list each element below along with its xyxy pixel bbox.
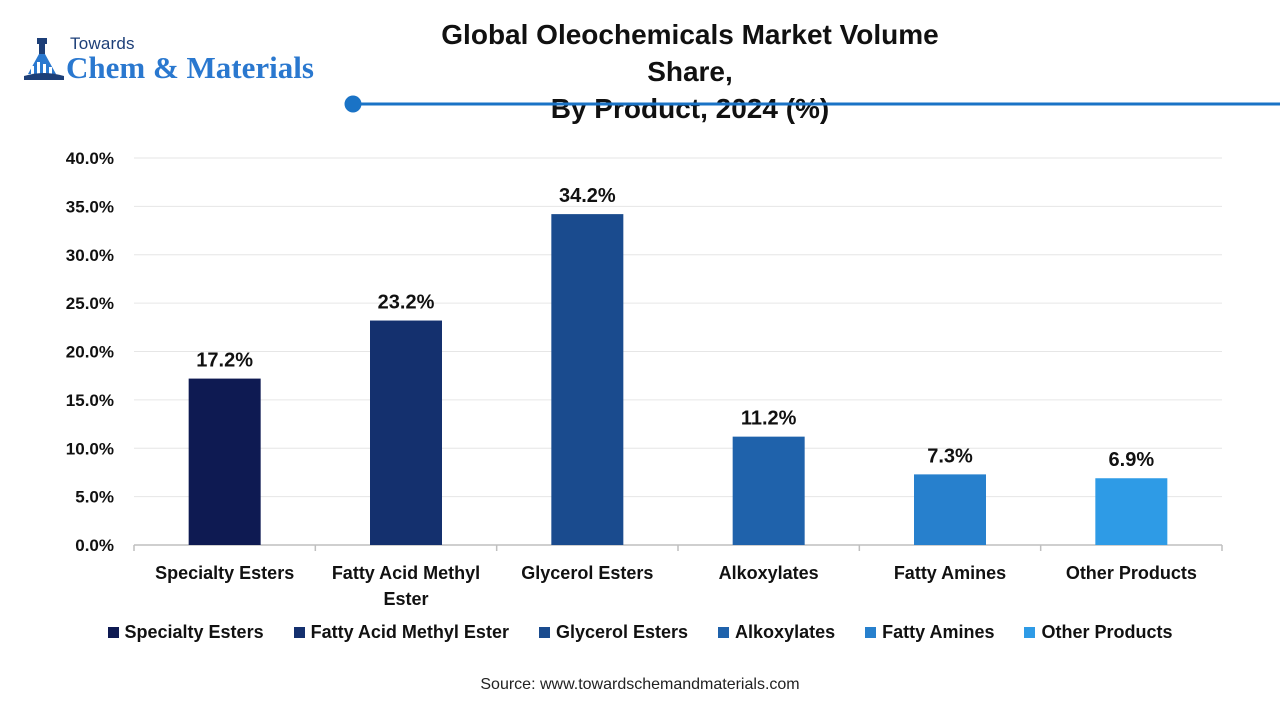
brand-name: Chem & Materials — [66, 50, 314, 85]
legend-item: Alkoxylates — [718, 622, 835, 643]
data-label: 23.2% — [378, 292, 435, 314]
bar — [914, 474, 986, 545]
legend-item: Fatty Amines — [865, 622, 994, 643]
data-label: 7.3% — [927, 445, 973, 467]
y-tick-label: 20.0% — [66, 343, 114, 362]
legend-item: Other Products — [1024, 621, 1173, 643]
x-tick-label: Fatty Amines — [894, 563, 1006, 583]
y-tick-label: 10.0% — [66, 439, 114, 458]
legend-item: Specialty Esters — [107, 621, 264, 643]
legend-swatch — [718, 626, 730, 638]
data-label: 34.2% — [559, 185, 616, 207]
y-tick-label: 30.0% — [66, 246, 114, 265]
bar — [370, 320, 442, 545]
legend-item: Glycerol Esters — [538, 621, 689, 643]
bar — [551, 214, 624, 546]
chart-title-line-2: By Product, 2024 (%) — [550, 93, 830, 124]
brand-logo: Towards Chem & Materials — [22, 34, 342, 90]
y-tick-label: 25.0% — [66, 294, 114, 313]
title-rule — [344, 95, 1280, 113]
legend-label: Other Products — [1041, 621, 1173, 642]
title-rule-dot — [344, 95, 362, 113]
legend-swatch — [293, 626, 305, 638]
chart-title-line-1: Global Oleochemicals Market Volume Share… — [441, 19, 939, 87]
flask-tower-icon — [24, 38, 64, 80]
bar — [1095, 478, 1168, 545]
legend-swatch — [107, 626, 119, 638]
data-label: 11.2% — [741, 408, 797, 430]
bar — [188, 378, 261, 545]
legend-label: Fatty Amines — [882, 621, 995, 642]
legend-label: Fatty Acid Methyl Ester — [310, 621, 509, 642]
x-tick-label: Specialty Esters — [155, 563, 294, 583]
legend-swatch — [538, 626, 550, 638]
x-tick-label: Glycerol Esters — [521, 563, 653, 583]
y-tick-label: 15.0% — [66, 391, 114, 410]
chart-title: Global Oleochemicals Market Volume Share… — [420, 16, 960, 127]
data-label: 17.2% — [196, 350, 253, 372]
y-tick-label: 5.0% — [75, 488, 114, 507]
x-tick-label: Fatty Acid Methyl — [332, 563, 480, 583]
y-tick-label: 40.0% — [66, 149, 114, 168]
legend-swatch — [865, 626, 877, 638]
legend-label: Alkoxylates — [735, 621, 836, 642]
legend-swatch — [1024, 626, 1036, 638]
chart-legend: Specialty Esters Fatty Acid Methyl Ester G… — [0, 620, 1280, 644]
legend-label: Glycerol Esters — [555, 621, 689, 642]
y-tick-label: 35.0% — [66, 197, 114, 216]
brand-small-text: Towards — [70, 34, 135, 53]
source-note: Source: www.towardschemandmaterials.com — [480, 676, 800, 693]
data-label: 6.9% — [1109, 449, 1155, 471]
legend-label: Specialty Esters — [124, 621, 264, 642]
legend-item: Fatty Acid Methyl Ester — [293, 621, 509, 643]
x-tick-label: Alkoxylates — [719, 563, 819, 583]
bar — [732, 436, 805, 545]
x-tick-label: Ester — [383, 589, 428, 609]
x-tick-label: Other Products — [1066, 563, 1197, 583]
y-tick-label: 0.0% — [75, 536, 114, 555]
